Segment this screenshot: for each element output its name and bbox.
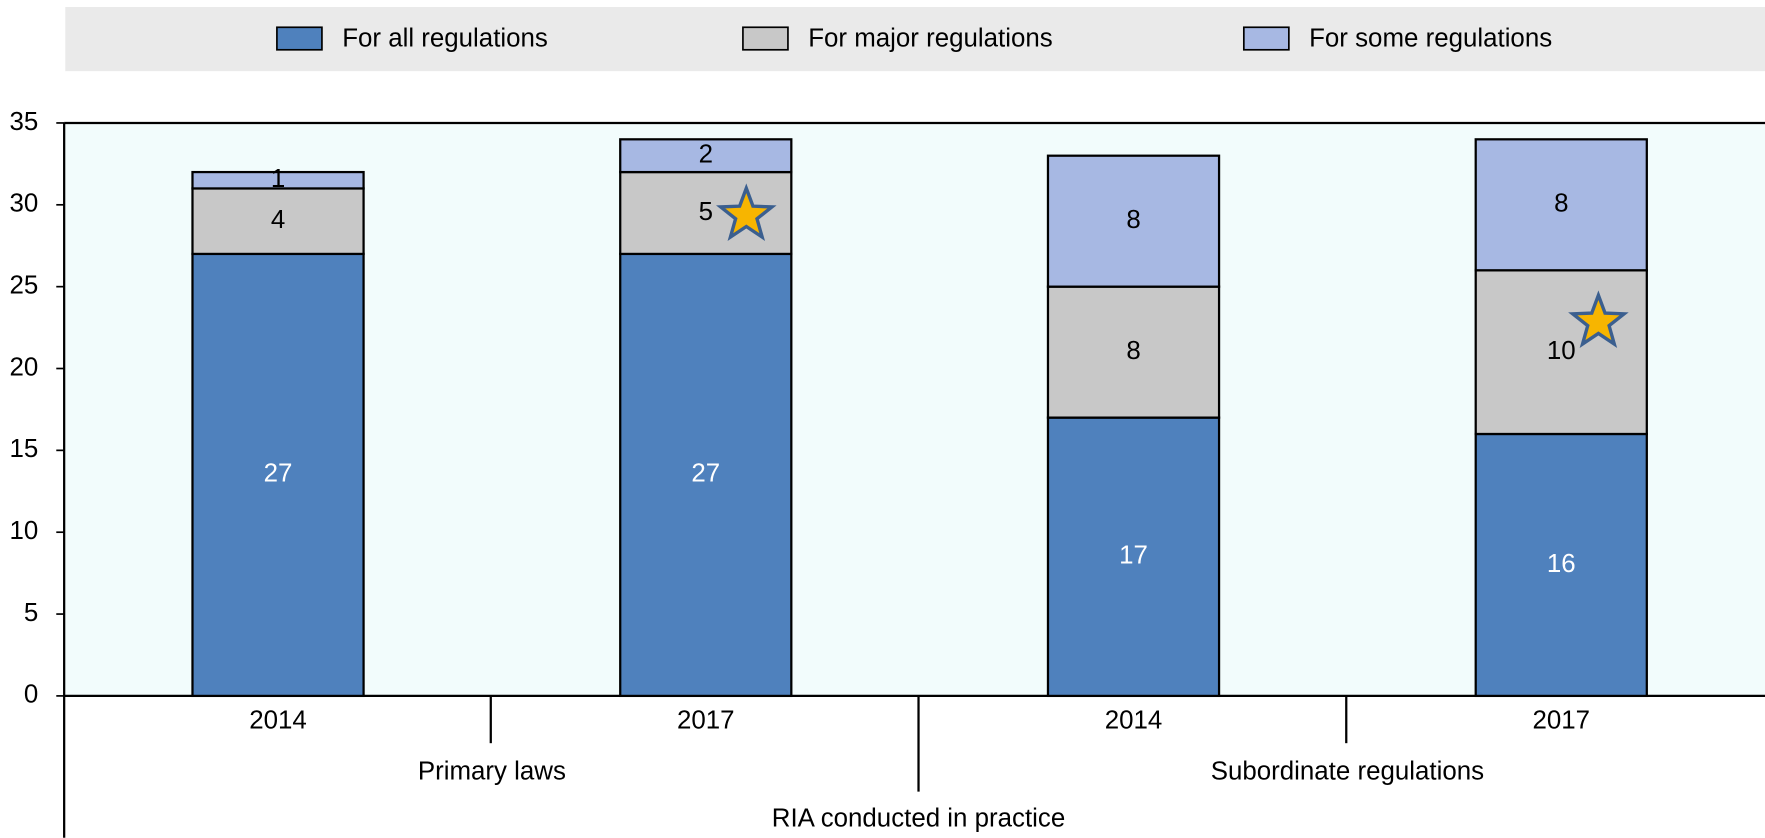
data-label: 2 bbox=[699, 141, 713, 169]
x-tick-label: 2017 bbox=[1532, 707, 1590, 735]
group-label: Primary laws bbox=[418, 757, 566, 785]
y-tick-label: 20 bbox=[9, 353, 38, 381]
legend-swatch bbox=[276, 26, 323, 51]
y-tick-label: 30 bbox=[9, 190, 38, 218]
data-label: 8 bbox=[1126, 337, 1140, 365]
bar-segment bbox=[1474, 138, 1648, 272]
data-label: 1 bbox=[271, 165, 285, 193]
group-label: Subordinate regulations bbox=[1211, 757, 1484, 785]
star-marker bbox=[1568, 290, 1629, 348]
bar-segment bbox=[1046, 154, 1221, 288]
data-label: 10 bbox=[1547, 337, 1576, 365]
star-marker bbox=[716, 183, 777, 242]
data-label: 27 bbox=[691, 460, 720, 488]
y-tick-label: 15 bbox=[9, 435, 38, 463]
x-tick-label: 2014 bbox=[249, 707, 307, 735]
bar-segment bbox=[191, 252, 365, 698]
y-tick-label: 0 bbox=[24, 681, 38, 709]
bar-segment bbox=[191, 170, 365, 190]
y-tick-label: 10 bbox=[9, 517, 38, 545]
legend-swatch bbox=[742, 26, 789, 51]
data-label: 8 bbox=[1554, 190, 1568, 218]
data-label: 17 bbox=[1119, 542, 1148, 570]
data-label: 8 bbox=[1126, 206, 1140, 234]
y-tick-label: 25 bbox=[9, 272, 38, 300]
legend-label: For some regulations bbox=[1309, 25, 1552, 53]
x-tick-label: 2017 bbox=[677, 707, 735, 735]
y-tick-label: 5 bbox=[24, 599, 38, 627]
bar-segment bbox=[1474, 269, 1648, 436]
data-label: 16 bbox=[1547, 550, 1576, 578]
data-label: 4 bbox=[271, 206, 285, 234]
x-axis-title: RIA conducted in practice bbox=[772, 805, 1065, 833]
data-label: 27 bbox=[264, 460, 293, 488]
bar-segment bbox=[1474, 432, 1648, 698]
x-tick-label: 2014 bbox=[1105, 707, 1163, 735]
bar-segment bbox=[191, 187, 365, 256]
legend-background bbox=[65, 7, 1765, 72]
bar-segment bbox=[619, 252, 793, 698]
bar-segment bbox=[1046, 285, 1221, 419]
legend-label: For major regulations bbox=[808, 25, 1052, 53]
legend-swatch bbox=[1242, 26, 1290, 51]
bar-segment bbox=[619, 138, 793, 174]
y-tick-label: 35 bbox=[9, 108, 38, 136]
data-label: 5 bbox=[699, 198, 713, 226]
bar-segment bbox=[1046, 416, 1221, 698]
legend-label: For all regulations bbox=[342, 25, 548, 53]
